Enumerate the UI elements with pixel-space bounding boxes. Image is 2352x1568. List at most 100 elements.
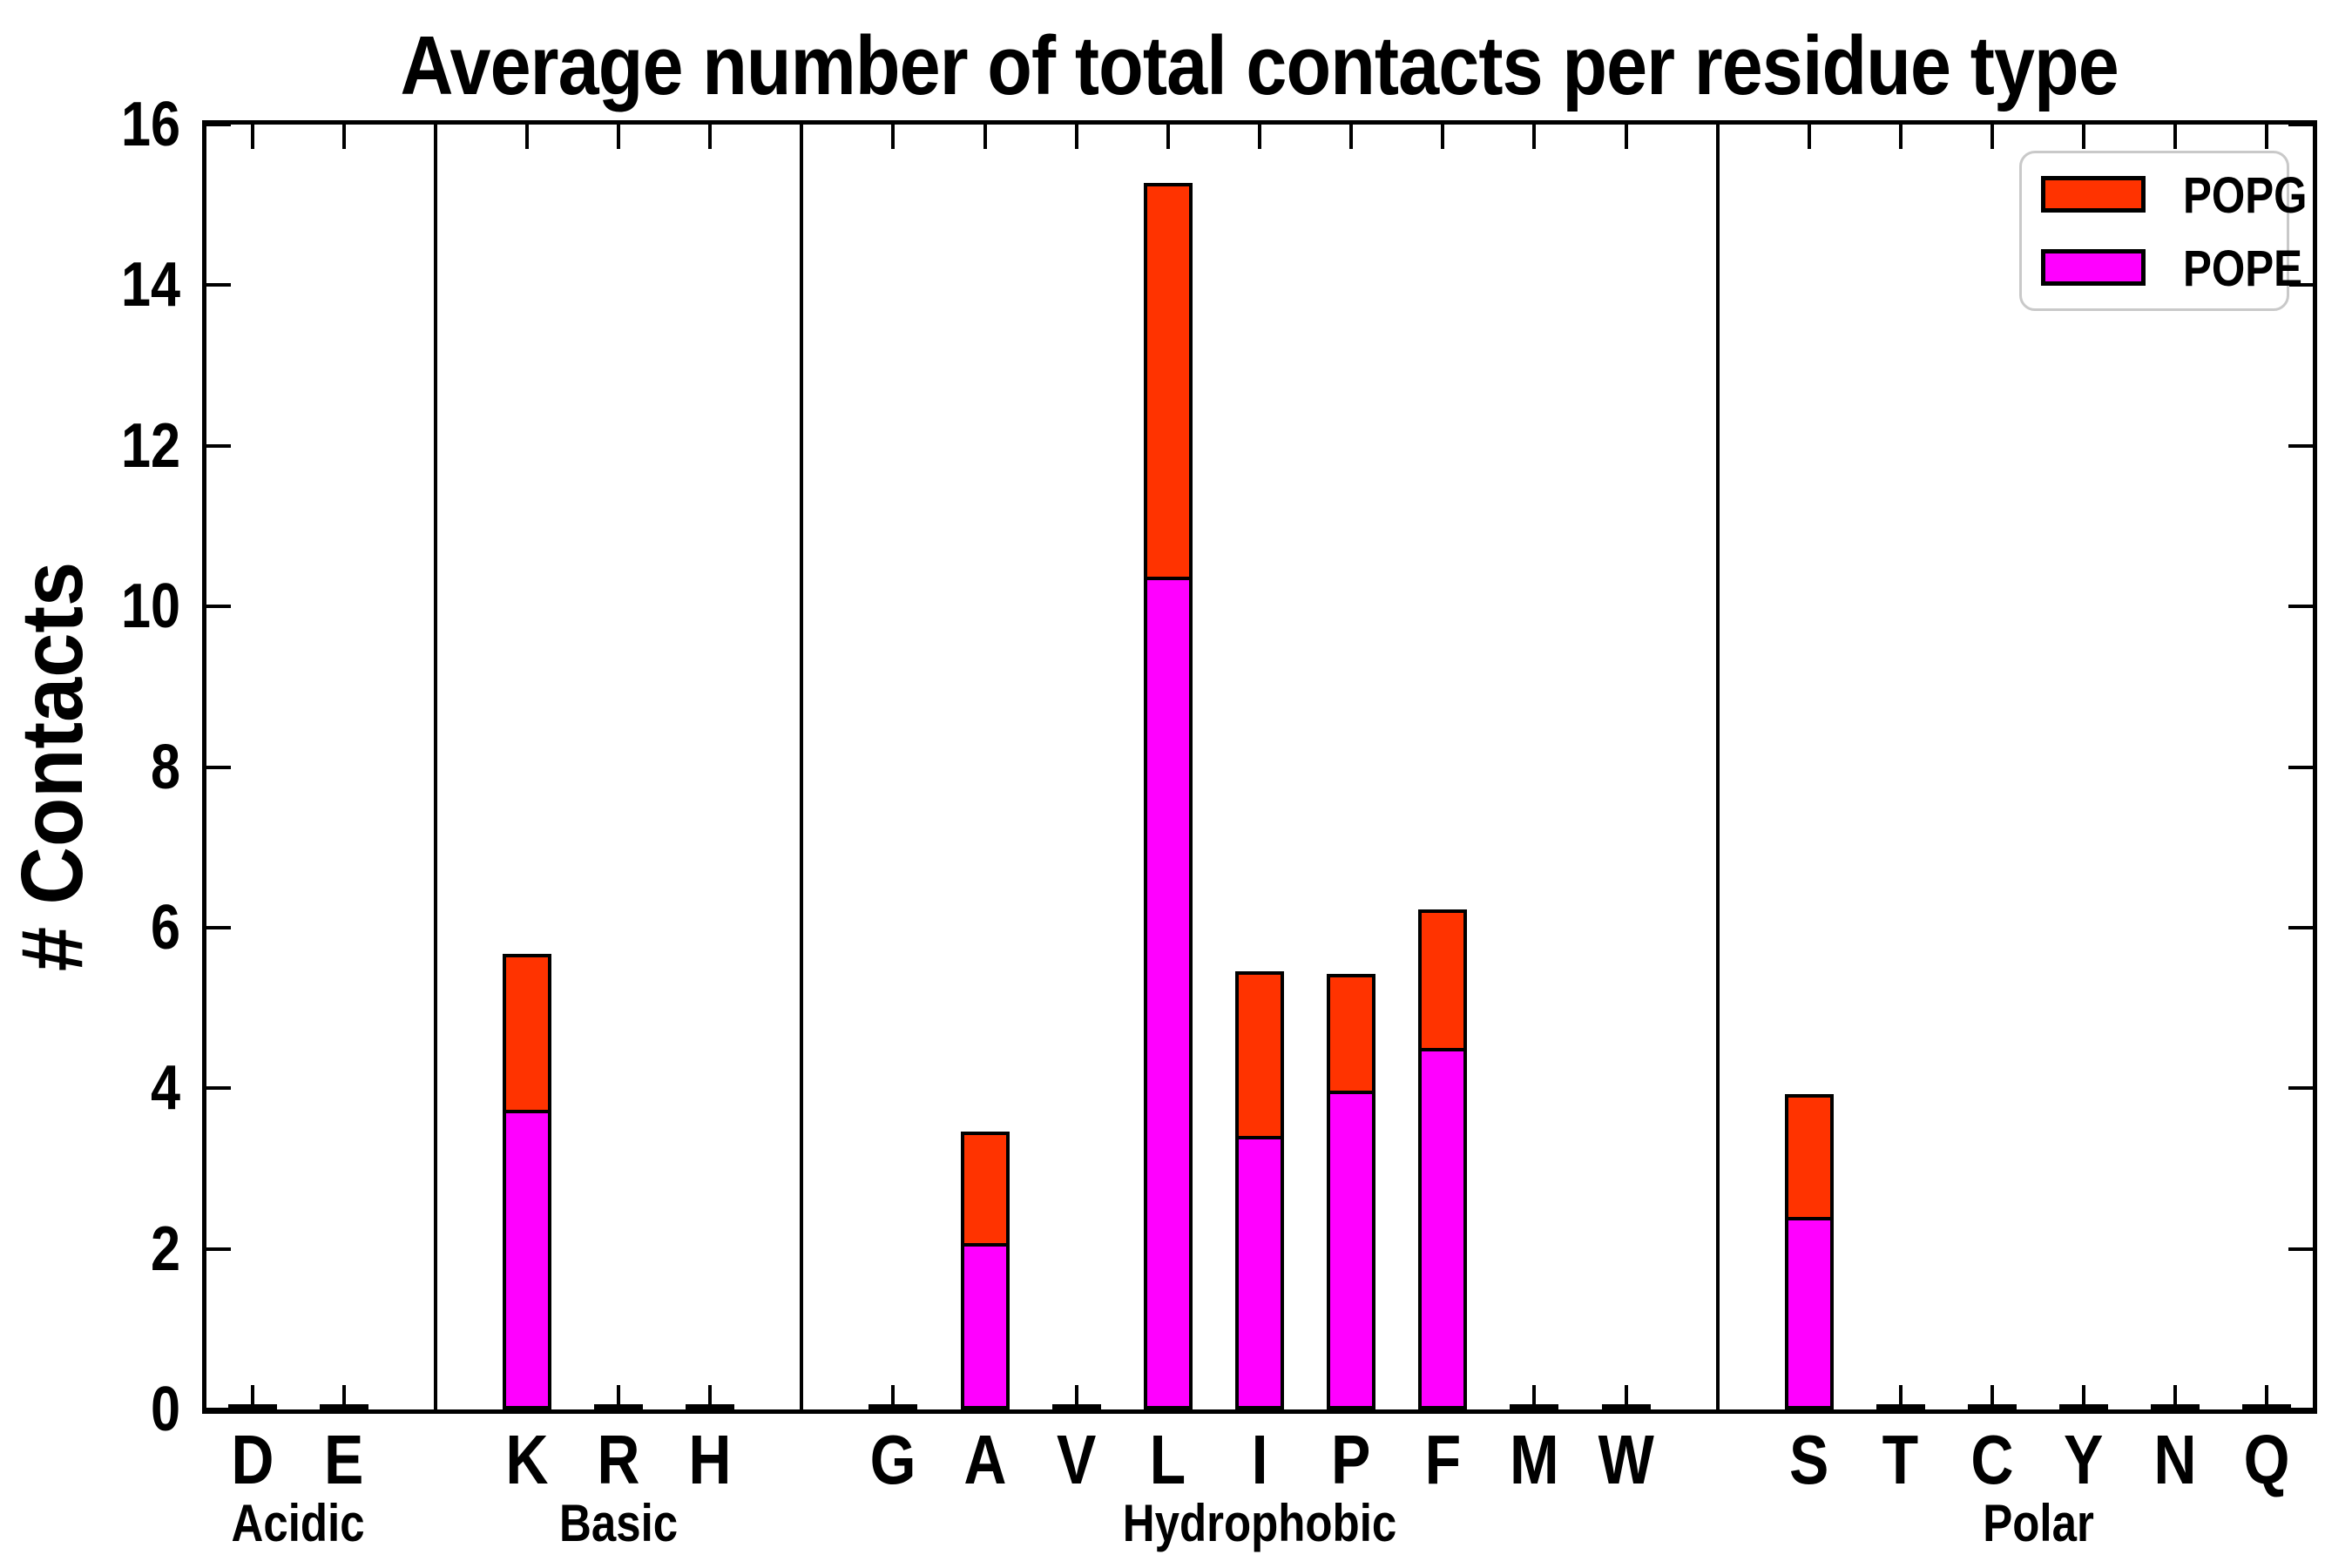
x-tickmark-top-19 bbox=[1990, 125, 1995, 149]
bar-D bbox=[227, 1404, 277, 1409]
x-tickmark-bottom-19 bbox=[1990, 1385, 1995, 1409]
x-tickmark-top-17 bbox=[1807, 125, 1811, 149]
bar-S bbox=[1784, 1093, 1834, 1409]
x-tick-label-text-S: S bbox=[1789, 1421, 1829, 1498]
bar-N bbox=[2151, 1404, 2200, 1409]
group-label-text-acidic: Acidic bbox=[231, 1494, 365, 1552]
x-tickmark-bottom-21 bbox=[2173, 1385, 2178, 1409]
x-tickmark-top-3 bbox=[524, 125, 529, 149]
x-tickmark-top-0 bbox=[250, 125, 254, 149]
bar-Y bbox=[2059, 1404, 2109, 1409]
bar-segment-pope-F bbox=[1418, 1047, 1468, 1409]
bar-K bbox=[502, 954, 551, 1409]
x-tick-label-K: K bbox=[466, 1423, 588, 1497]
x-tickmark-top-4 bbox=[617, 125, 621, 149]
x-tick-label-text-G: G bbox=[870, 1421, 916, 1498]
x-tickmark-bottom-22 bbox=[2265, 1385, 2269, 1409]
bar-segment-pope-S bbox=[1784, 1217, 1834, 1409]
y-tick-label-text-16: 16 bbox=[120, 90, 180, 159]
x-tickmark-bottom-7 bbox=[891, 1385, 896, 1409]
x-tick-label-text-D: D bbox=[231, 1421, 274, 1498]
bar-H bbox=[686, 1404, 735, 1409]
y-tickmark-left-12 bbox=[206, 443, 231, 448]
x-tick-label-text-Q: Q bbox=[2243, 1421, 2290, 1498]
y-tick-label-14: 14 bbox=[24, 250, 180, 320]
x-tick-label-V: V bbox=[1016, 1423, 1138, 1497]
y-tickmark-right-12 bbox=[2288, 443, 2313, 448]
y-tickmark-left-16 bbox=[206, 123, 231, 126]
x-tick-label-F: F bbox=[1382, 1423, 1504, 1497]
y-tickmark-left-6 bbox=[206, 925, 231, 929]
y-tick-label-4: 4 bbox=[24, 1053, 180, 1123]
x-tick-label-H: H bbox=[649, 1423, 771, 1497]
legend-label-text-pope: POPE bbox=[2183, 240, 2302, 297]
bar-F bbox=[1418, 909, 1468, 1409]
y-tickmark-right-2 bbox=[2288, 1247, 2313, 1251]
group-label-acidic: Acidic bbox=[71, 1495, 524, 1552]
bar-E bbox=[319, 1404, 368, 1409]
chart-title: Average number of total contacts per res… bbox=[127, 14, 2352, 118]
x-tickmark-top-10 bbox=[1166, 125, 1170, 149]
x-tick-label-S: S bbox=[1748, 1423, 1870, 1497]
y-tickmark-right-16 bbox=[2288, 123, 2313, 126]
x-tick-label-M: M bbox=[1473, 1423, 1595, 1497]
bar-V bbox=[1051, 1404, 1101, 1409]
group-separator-2 bbox=[1715, 125, 1720, 1409]
x-tick-label-Y: Y bbox=[2023, 1423, 2145, 1497]
x-tick-label-text-Y: Y bbox=[2064, 1421, 2104, 1498]
y-tick-label-text-4: 4 bbox=[150, 1053, 180, 1124]
y-tickmark-right-8 bbox=[2288, 765, 2313, 769]
x-tick-label-R: R bbox=[558, 1423, 679, 1497]
x-tickmark-top-11 bbox=[1258, 125, 1261, 149]
bar-P bbox=[1327, 974, 1376, 1409]
x-tickmark-bottom-20 bbox=[2082, 1385, 2086, 1409]
x-tick-label-L: L bbox=[1107, 1423, 1229, 1497]
x-tickmark-top-8 bbox=[983, 125, 987, 149]
y-tick-label-8: 8 bbox=[24, 733, 180, 802]
group-label-basic: Basic bbox=[392, 1495, 845, 1552]
y-tickmark-left-0 bbox=[206, 1408, 231, 1411]
y-tick-label-2: 2 bbox=[24, 1214, 180, 1284]
x-tickmark-top-21 bbox=[2173, 125, 2178, 149]
x-tickmark-bottom-0 bbox=[250, 1385, 254, 1409]
legend: POPG POPE bbox=[2019, 151, 2307, 311]
bar-I bbox=[1235, 970, 1284, 1409]
x-tick-label-G: G bbox=[832, 1423, 954, 1497]
x-tickmark-bottom-18 bbox=[1898, 1385, 1903, 1409]
x-tickmark-top-5 bbox=[708, 125, 713, 149]
x-tick-label-text-P: P bbox=[1331, 1421, 1371, 1498]
y-tick-label-6: 6 bbox=[24, 893, 180, 963]
group-label-text-polar: Polar bbox=[1982, 1494, 2094, 1552]
x-tick-label-T: T bbox=[1840, 1423, 1962, 1497]
bar-M bbox=[1510, 1404, 1559, 1409]
y-tick-label-0: 0 bbox=[24, 1375, 180, 1444]
x-tick-label-text-L: L bbox=[1150, 1421, 1186, 1498]
legend-swatch-popg bbox=[2041, 176, 2146, 213]
x-tickmark-top-14 bbox=[1532, 125, 1537, 149]
legend-label-pope: POPE bbox=[2183, 244, 2302, 294]
y-tickmark-right-4 bbox=[2288, 1086, 2313, 1091]
x-tickmark-top-1 bbox=[341, 125, 346, 149]
bar-R bbox=[594, 1404, 644, 1409]
x-tick-label-P: P bbox=[1290, 1423, 1412, 1497]
x-tick-label-text-F: F bbox=[1424, 1421, 1462, 1498]
x-tick-label-N: N bbox=[2114, 1423, 2236, 1497]
x-tickmark-top-13 bbox=[1441, 125, 1445, 149]
group-label-text-basic: Basic bbox=[559, 1494, 679, 1552]
x-tick-label-text-W: W bbox=[1598, 1421, 1654, 1498]
y-tick-label-text-0: 0 bbox=[150, 1375, 180, 1444]
x-tick-label-text-E: E bbox=[324, 1421, 364, 1498]
bar-T bbox=[1876, 1404, 1925, 1409]
x-tick-label-E: E bbox=[283, 1423, 405, 1497]
x-tickmark-bottom-15 bbox=[1624, 1385, 1628, 1409]
y-tickmark-left-2 bbox=[206, 1247, 231, 1251]
x-tick-label-C: C bbox=[1931, 1423, 2053, 1497]
x-tick-label-I: I bbox=[1199, 1423, 1321, 1497]
bar-segment-pope-A bbox=[960, 1242, 1010, 1409]
x-tick-label-text-R: R bbox=[597, 1421, 640, 1498]
x-tick-label-Q: Q bbox=[2206, 1423, 2328, 1497]
bar-segment-pope-P bbox=[1327, 1090, 1376, 1409]
bar-A bbox=[960, 1132, 1010, 1409]
